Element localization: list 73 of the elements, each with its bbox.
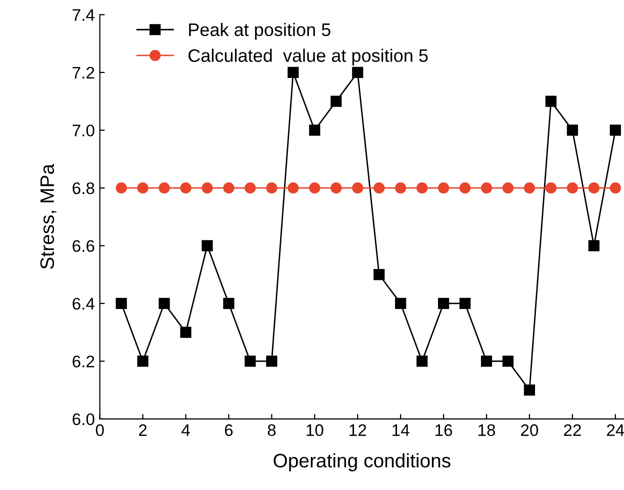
point [438, 182, 450, 194]
x-tick-label: 0 [96, 424, 104, 436]
point [180, 326, 192, 338]
point [352, 182, 364, 194]
x-axis-title: Operating conditions [274, 453, 450, 472]
point [244, 356, 256, 367]
point [480, 182, 492, 194]
point [502, 182, 514, 194]
y-tick-label: 7.0 [72, 124, 94, 136]
point [223, 182, 234, 194]
point [158, 182, 170, 194]
point [566, 182, 578, 194]
point [266, 356, 278, 367]
point [588, 240, 600, 252]
y-tick-label: 7.2 [72, 66, 94, 78]
y-tick-label: 6.8 [72, 182, 94, 194]
x-tick-label: 4 [182, 424, 190, 436]
point [288, 66, 299, 78]
point [480, 356, 492, 367]
point [137, 182, 148, 194]
point [309, 182, 320, 194]
point [524, 384, 536, 396]
point [288, 182, 299, 194]
y-tick-label: 7.4 [72, 9, 94, 21]
x-tick-label: 12 [350, 424, 366, 436]
x-tick-label: 20 [521, 424, 538, 436]
point [137, 356, 148, 367]
legend-label: Peak at position 5 [189, 22, 330, 40]
point [116, 298, 127, 310]
point [395, 298, 406, 310]
point [545, 182, 557, 194]
x-tick-label: 6 [224, 424, 233, 436]
point [330, 182, 342, 194]
point [610, 182, 621, 194]
point [438, 298, 450, 310]
point [395, 182, 406, 194]
x-tick-label: 24 [606, 424, 624, 436]
x-tick-label: 2 [139, 424, 147, 436]
point [374, 182, 385, 194]
point [158, 298, 170, 310]
y-tick-label: 6.2 [72, 356, 94, 368]
point [416, 356, 428, 367]
point [266, 182, 278, 194]
point [545, 96, 557, 107]
point [352, 66, 364, 78]
point [202, 182, 213, 194]
x-tick-label: 10 [306, 424, 324, 436]
point [588, 182, 600, 194]
point [202, 240, 213, 252]
point [180, 182, 192, 194]
x-tick-label: 16 [436, 424, 452, 436]
point [459, 298, 471, 310]
point [524, 182, 536, 194]
x-tick-label: 8 [268, 424, 276, 436]
point [244, 182, 256, 194]
point [610, 124, 621, 136]
x-tick-label: 22 [564, 424, 581, 436]
y-axis-title: Stress, MPa [40, 164, 56, 269]
point [330, 96, 342, 107]
point [502, 356, 514, 367]
y-tick-label: 6.0 [72, 413, 94, 426]
x-tick-label: 14 [392, 424, 410, 436]
point [116, 182, 127, 194]
x-tick-label: 18 [478, 424, 496, 436]
y-tick-label: 6.6 [72, 240, 94, 252]
point [223, 298, 234, 310]
y-tick-label: 6.4 [72, 298, 94, 310]
legend-label: Calculated value at position 5 [188, 48, 428, 66]
point [416, 182, 428, 194]
point [566, 124, 578, 136]
point [309, 124, 320, 136]
point [374, 269, 385, 280]
point [459, 182, 471, 194]
